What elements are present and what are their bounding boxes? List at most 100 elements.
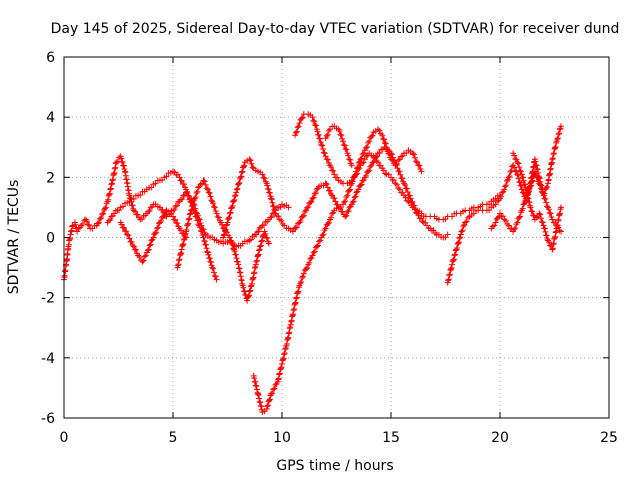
data-point-marker [365,168,372,175]
data-point-marker [205,189,212,196]
data-point-marker [554,136,561,143]
data-point-marker [296,219,303,226]
data-point-marker [359,177,366,184]
data-point-marker [394,165,401,172]
data-point-marker [266,397,273,404]
data-point-marker [68,228,75,235]
data-point-marker [344,192,351,199]
data-point-marker [124,231,131,238]
y-tick-label: -6 [41,411,55,427]
data-point-marker [342,213,349,220]
data-point-marker [351,194,358,201]
data-point-marker [396,186,403,193]
data-point-marker [99,211,106,218]
data-point-marker [515,175,522,182]
data-point-marker [174,220,181,227]
series-track-k [510,150,565,253]
data-point-marker [353,189,360,196]
data-point-marker [331,195,338,202]
data-point-marker [107,185,114,192]
data-point-marker [501,216,508,223]
data-point-marker [275,376,282,383]
data-point-marker [118,155,125,162]
data-point-marker [532,170,539,177]
data-point-marker [215,214,222,221]
data-point-marker [517,168,524,175]
data-point-marker [225,215,232,222]
data-point-marker [130,195,137,202]
data-point-marker [403,185,410,192]
data-point-marker [173,202,180,209]
data-point-marker [105,217,112,224]
data-point-marker [381,136,388,143]
data-point-marker [537,185,544,192]
data-point-marker [402,181,409,188]
data-point-marker [69,223,76,230]
data-point-marker [376,149,383,156]
data-point-marker [201,178,208,185]
data-point-marker [445,277,452,284]
data-point-marker [558,123,565,130]
data-point-marker [263,234,270,241]
data-point-marker [347,156,354,163]
data-point-marker [446,271,453,278]
data-point-marker [345,152,352,159]
data-point-marker [253,257,260,264]
data-point-marker [316,238,323,245]
data-point-marker [338,132,345,139]
data-point-marker [259,237,266,244]
data-point-marker [541,195,548,202]
data-point-marker [543,199,550,206]
data-point-marker [451,252,458,259]
data-point-marker [311,118,318,125]
data-point-marker [246,288,253,295]
data-point-marker [189,201,196,208]
data-point-marker [309,114,316,121]
data-point-marker [492,201,499,208]
data-point-marker [411,154,418,161]
data-point-marker [317,237,324,244]
series-track-d [174,177,272,304]
data-point-marker [457,234,464,241]
data-point-marker [460,223,467,230]
data-point-marker [370,153,377,160]
data-point-marker [307,255,314,262]
data-point-marker [210,203,217,210]
data-point-marker [222,227,229,234]
data-point-marker [341,142,348,149]
data-point-marker [267,214,274,221]
data-point-marker [271,207,278,214]
data-point-marker [528,208,535,215]
data-point-marker [377,162,384,169]
data-point-marker [107,186,114,193]
data-point-marker [517,167,524,174]
data-point-marker [384,146,391,153]
data-point-marker [549,216,556,223]
data-point-marker [537,215,544,222]
y-axis-label: SDTVAR / TECUs [6,180,22,295]
data-point-marker [257,399,264,406]
data-point-marker [236,179,243,186]
data-point-marker [549,155,556,162]
data-point-marker [304,265,311,272]
data-point-marker [419,218,426,225]
data-point-marker [331,171,338,178]
data-point-marker [450,257,457,264]
data-point-marker [388,174,394,181]
data-point-marker [538,218,545,225]
data-point-marker [210,269,217,276]
data-point-marker [452,251,459,258]
data-point-marker [515,172,522,179]
data-point-marker [94,220,101,227]
data-point-marker [328,190,335,197]
data-point-marker [276,371,283,378]
data-point-marker [175,257,182,264]
data-point-marker [256,247,263,254]
data-point-marker [233,189,240,196]
data-point-marker [130,207,137,214]
data-point-marker [299,114,306,121]
data-point-marker [304,204,311,211]
data-point-marker [264,182,271,189]
data-point-marker [155,224,162,231]
y-tick-label: 4 [46,110,55,126]
